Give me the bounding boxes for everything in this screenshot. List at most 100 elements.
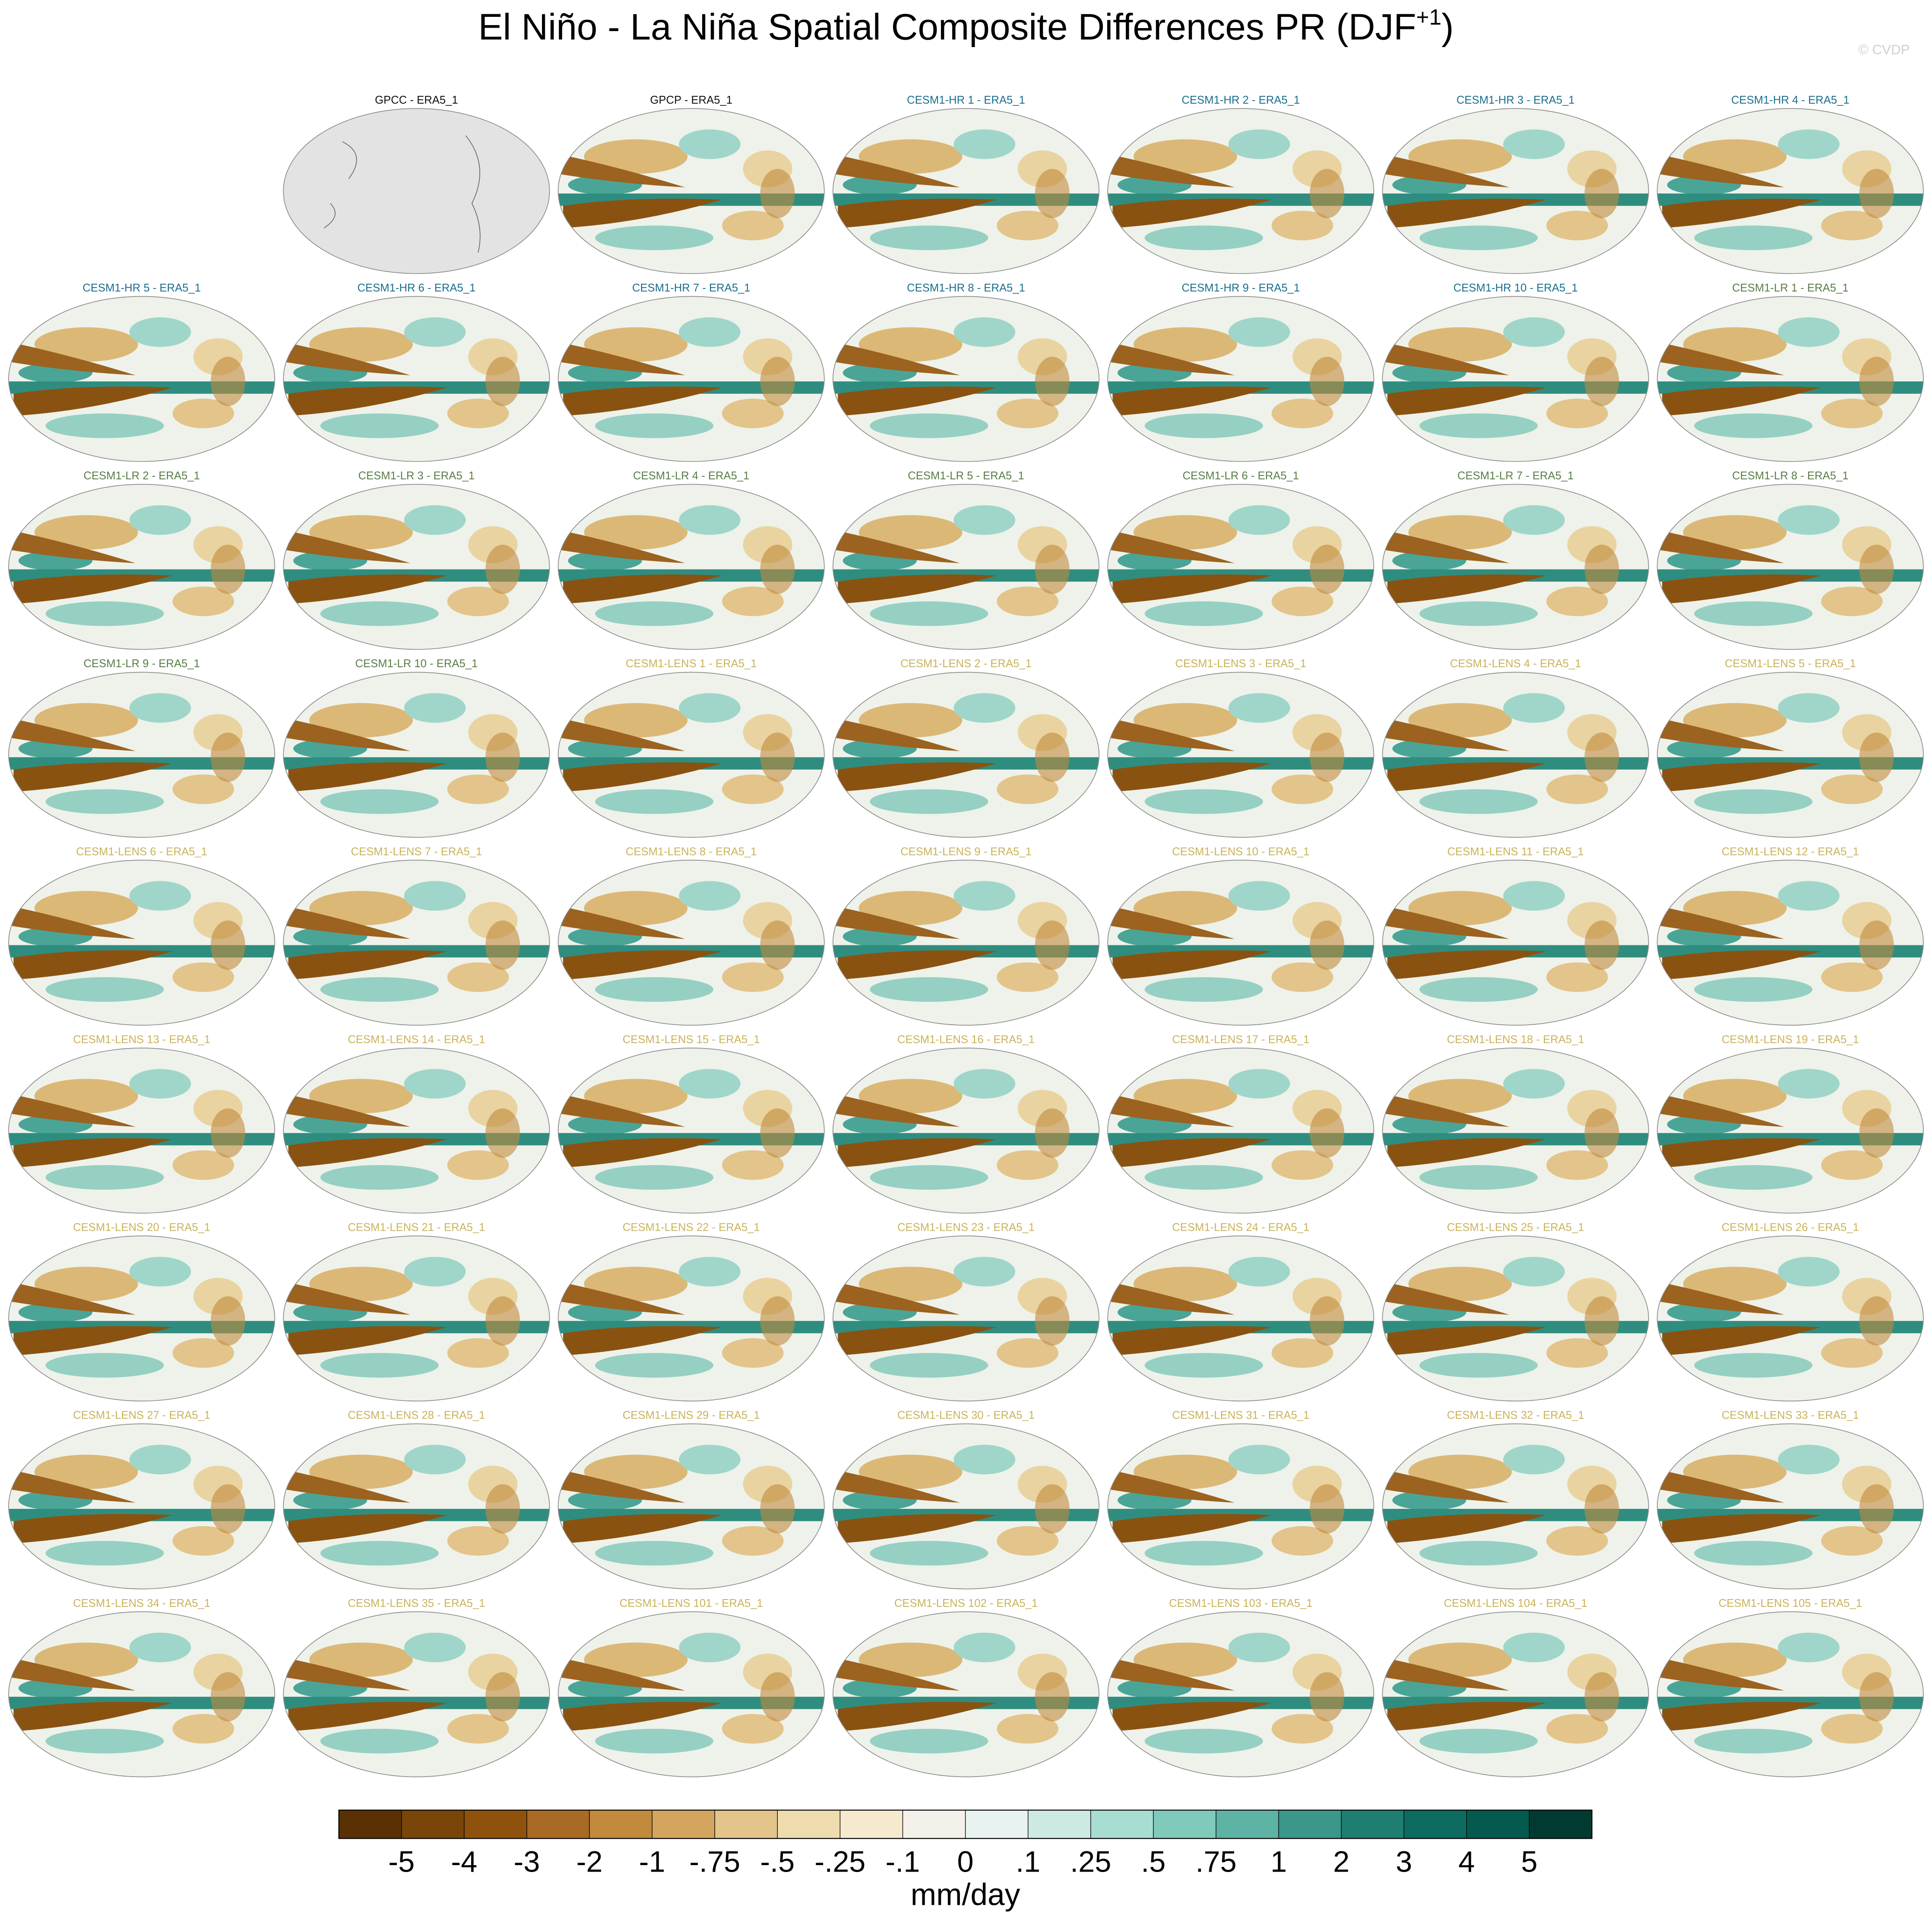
- map-panel: [1108, 1048, 1374, 1213]
- map-panel: [1657, 1048, 1923, 1213]
- colorbar-tick-label: -4: [451, 1845, 477, 1878]
- colorbar-tick-label: -5: [388, 1845, 415, 1878]
- map-panel: [283, 484, 549, 649]
- map-panel: [1657, 860, 1923, 1025]
- map-panel: [833, 296, 1099, 461]
- map-panel: [833, 484, 1099, 649]
- colorbar-box: [1216, 1810, 1279, 1839]
- panel-title: CESM1-HR 8 - ERA5_1: [907, 282, 1025, 294]
- map-panel: [1382, 1612, 1648, 1777]
- colorbar-tick-label: -.1: [886, 1845, 920, 1878]
- panel-title: CESM1-LENS 15 - ERA5_1: [623, 1033, 760, 1045]
- colorbar-tick-label: -3: [513, 1845, 540, 1878]
- panel-title: CESM1-HR 9 - ERA5_1: [1181, 282, 1300, 294]
- map-panel: [1657, 484, 1923, 649]
- colorbar-box: [1153, 1810, 1216, 1839]
- map-panel: [1657, 672, 1923, 837]
- panel-title: CESM1-HR 3 - ERA5_1: [1457, 94, 1575, 106]
- map-panel: [1108, 1236, 1374, 1401]
- panel-title: CESM1-LENS 26 - ERA5_1: [1722, 1222, 1859, 1234]
- map-panel: [833, 1612, 1099, 1777]
- panel-title: CESM1-LENS 102 - ERA5_1: [894, 1597, 1038, 1609]
- panel-title: CESM1-LENS 32 - ERA5_1: [1447, 1410, 1584, 1422]
- colorbar-box: [840, 1810, 903, 1839]
- map-panel: [558, 860, 824, 1025]
- colorbar-box: [526, 1810, 590, 1839]
- title-superscript: +1: [1416, 5, 1441, 29]
- colorbar-box: [339, 1810, 402, 1839]
- panel-title: CESM1-LR 6 - ERA5_1: [1183, 470, 1299, 482]
- map-panel: [1657, 108, 1923, 273]
- panel-title: CESM1-HR 6 - ERA5_1: [358, 282, 476, 294]
- panel-title: CESM1-LR 10 - ERA5_1: [355, 658, 478, 670]
- map-panel: [1108, 1424, 1374, 1589]
- map-panel: [558, 1424, 824, 1589]
- colorbar-box: [1341, 1810, 1405, 1839]
- map-panel: [283, 1612, 549, 1777]
- map-panel: [1382, 1048, 1648, 1213]
- colorbar-box: [589, 1810, 652, 1839]
- colorbar-box: [715, 1810, 778, 1839]
- map-panel: [1382, 108, 1648, 273]
- panel-title: CESM1-LENS 33 - ERA5_1: [1722, 1410, 1859, 1422]
- title-text: El Niño - La Niña Spatial Composite Diff…: [478, 6, 1416, 48]
- panel-title: CESM1-LENS 19 - ERA5_1: [1722, 1033, 1859, 1045]
- map-panel: [1108, 672, 1374, 837]
- watermark: © CVDP: [1859, 42, 1910, 57]
- map-panel: [283, 860, 549, 1025]
- map-panel: [558, 484, 824, 649]
- panel-title: CESM1-LENS 13 - ERA5_1: [73, 1033, 210, 1045]
- panel-title: CESM1-LR 7 - ERA5_1: [1457, 470, 1574, 482]
- colorbar-tick-label: 1: [1270, 1845, 1287, 1878]
- colorbar-tick-label: .1: [1016, 1845, 1040, 1878]
- panel-title: CESM1-LR 8 - ERA5_1: [1732, 470, 1849, 482]
- colorbar-tick-label: .5: [1141, 1845, 1166, 1878]
- colorbar-box: [401, 1810, 465, 1839]
- colorbar-box: [903, 1810, 966, 1839]
- panel-title: CESM1-LENS 4 - ERA5_1: [1450, 658, 1581, 670]
- map-panel: [1382, 1424, 1648, 1589]
- panel-title: CESM1-LENS 104 - ERA5_1: [1444, 1597, 1587, 1609]
- map-panel: [9, 1048, 275, 1213]
- map-panel: [283, 108, 550, 274]
- panel-title: CESM1-LENS 31 - ERA5_1: [1172, 1410, 1309, 1422]
- panel-title: CESM1-LENS 22 - ERA5_1: [623, 1222, 760, 1234]
- panel-title: CESM1-LENS 12 - ERA5_1: [1722, 846, 1859, 858]
- map-panel: [1382, 296, 1648, 461]
- colorbar-box: [965, 1810, 1029, 1839]
- colorbar-tick-label: -2: [576, 1845, 603, 1878]
- map-panel: [833, 1236, 1099, 1401]
- map-panel: [558, 1236, 824, 1401]
- colorbar-tick-label: 0: [957, 1845, 974, 1878]
- map-panel: [1108, 860, 1374, 1025]
- panel-title: CESM1-LENS 30 - ERA5_1: [897, 1410, 1035, 1422]
- panel-title: CESM1-LR 4 - ERA5_1: [633, 470, 749, 482]
- colorbar-tick-label: -.5: [760, 1845, 795, 1878]
- map-panel: [1382, 672, 1648, 837]
- map-panel: [833, 108, 1099, 273]
- panel-title: CESM1-LENS 34 - ERA5_1: [73, 1597, 210, 1609]
- map-panel: [833, 1424, 1099, 1589]
- title-end: ): [1441, 6, 1454, 48]
- map-panel: [833, 860, 1099, 1025]
- colorbar-box: [1404, 1810, 1467, 1839]
- map-panel: [1108, 484, 1374, 649]
- panel-title: CESM1-LENS 16 - ERA5_1: [897, 1033, 1035, 1045]
- panel-title: GPCP - ERA5_1: [650, 94, 732, 106]
- panel-title: CESM1-LR 5 - ERA5_1: [908, 470, 1024, 482]
- colorbar-tick-label: 5: [1521, 1845, 1537, 1878]
- map-panel: [1108, 296, 1374, 461]
- colorbar-box: [1466, 1810, 1530, 1839]
- panel-title: CESM1-LENS 18 - ERA5_1: [1447, 1033, 1584, 1045]
- panel-title: CESM1-LENS 21 - ERA5_1: [348, 1222, 485, 1234]
- colorbar-tick-label: 4: [1458, 1845, 1475, 1878]
- map-panel: [1108, 1612, 1374, 1777]
- map-panel: [558, 296, 824, 461]
- panel-title: CESM1-LENS 3 - ERA5_1: [1175, 658, 1306, 670]
- map-panel: [1382, 1236, 1648, 1401]
- colorbar-tick-label: .25: [1070, 1845, 1111, 1878]
- colorbar-box: [652, 1810, 716, 1839]
- map-panel: [9, 672, 275, 837]
- panel-title: CESM1-LENS 23 - ERA5_1: [897, 1222, 1035, 1234]
